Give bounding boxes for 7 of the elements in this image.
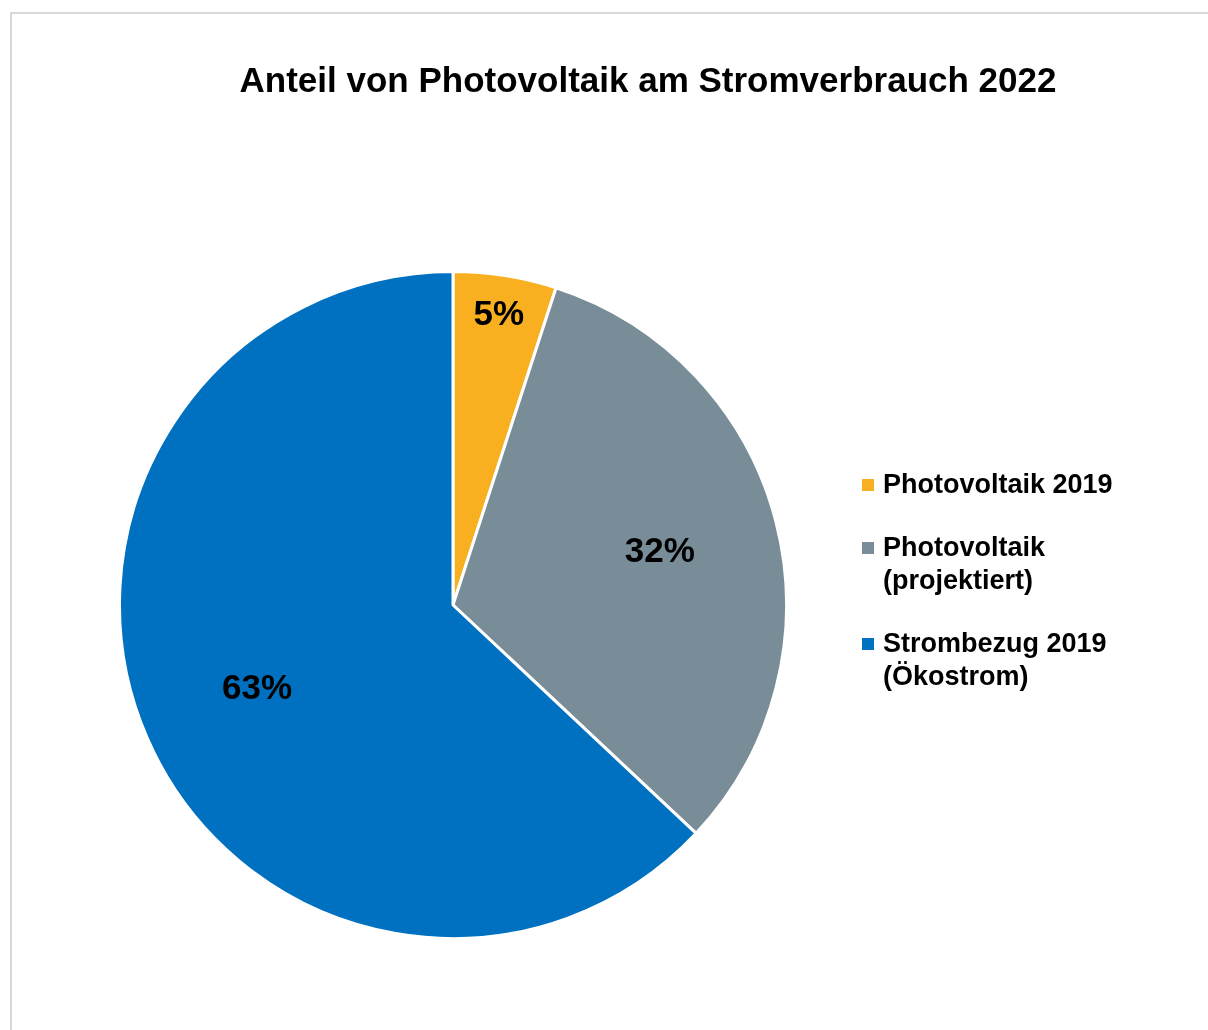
data-label: 5% — [473, 292, 525, 332]
data-label: 63% — [222, 667, 293, 707]
legend-label: Photovoltaik (projektiert) — [883, 531, 1046, 597]
legend-label: Photovoltaik 2019 — [883, 468, 1113, 501]
chart-title: Anteil von Photovoltaik am Stromverbrauch 2022 — [238, 60, 1058, 100]
legend-label: Strombezug 2019 (Ökostrom) — [883, 627, 1108, 693]
data-label: 32% — [624, 529, 695, 569]
